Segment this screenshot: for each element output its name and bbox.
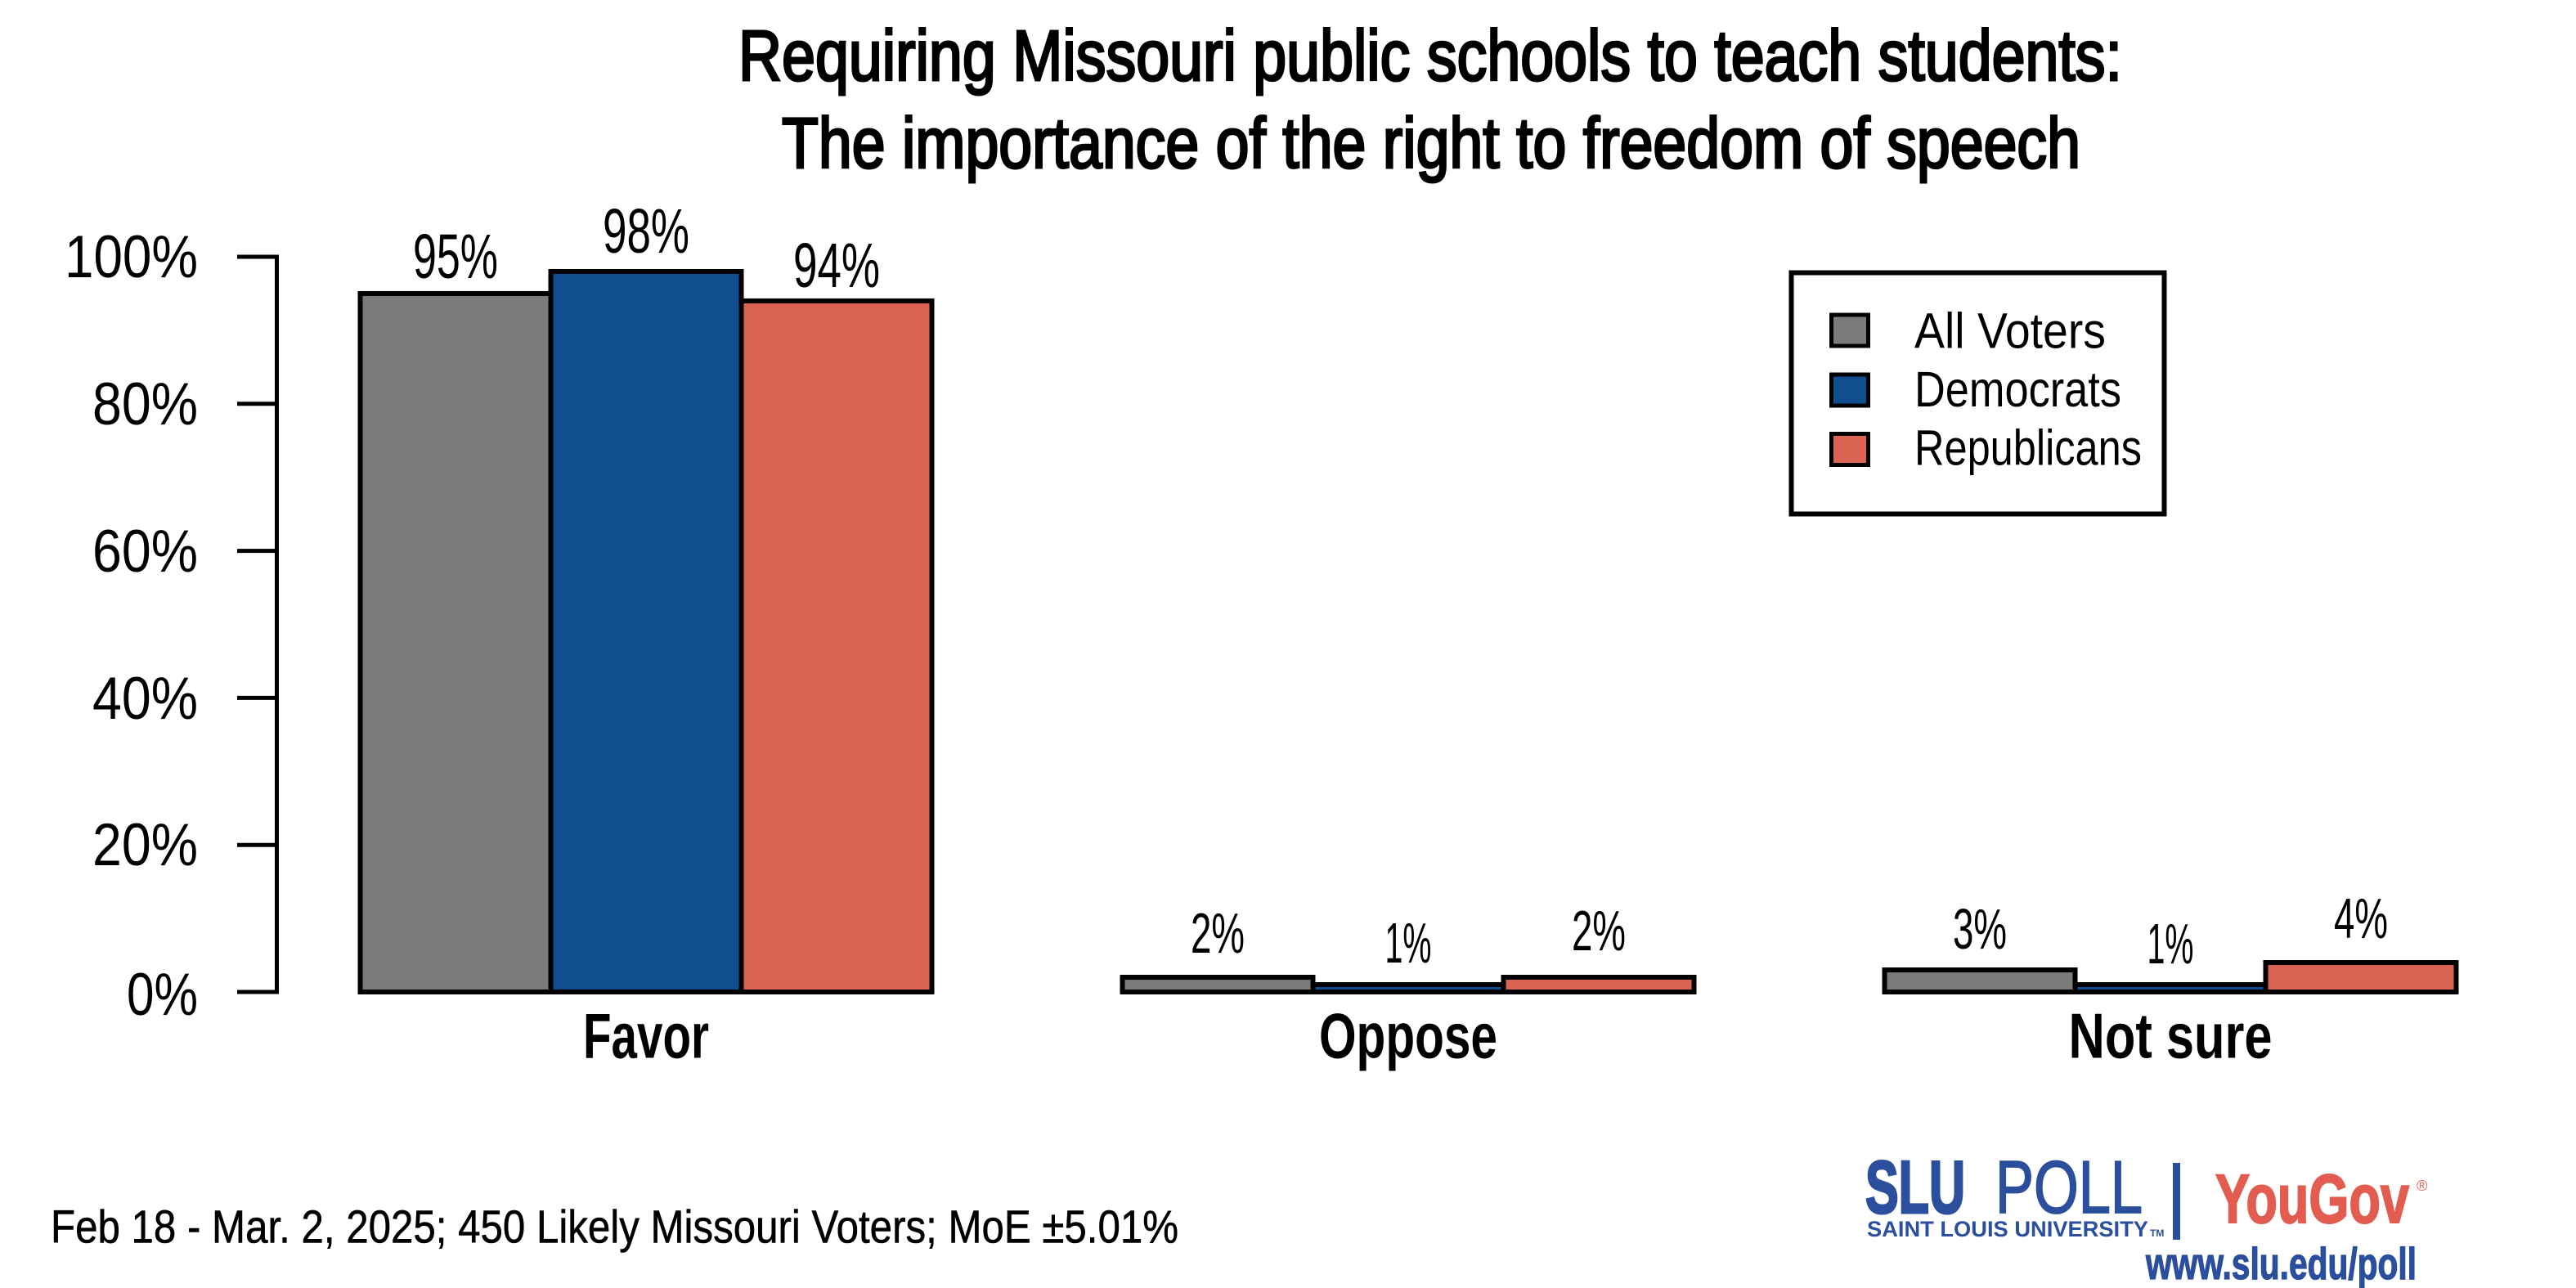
svg-text:80%: 80%: [92, 371, 198, 438]
svg-text:www.slu.edu/poll: www.slu.edu/poll: [2145, 1238, 2417, 1288]
svg-text:TM: TM: [2150, 1227, 2164, 1239]
svg-text:Feb 18 - Mar. 2, 2025; 450 Lik: Feb 18 - Mar. 2, 2025; 450 Likely Missou…: [51, 1201, 1178, 1254]
svg-text:Democrats: Democrats: [1914, 361, 2121, 417]
svg-text:Republicans: Republicans: [1914, 420, 2142, 476]
svg-text:100%: 100%: [65, 224, 198, 290]
svg-text:2%: 2%: [1191, 901, 1245, 965]
svg-text:3%: 3%: [1953, 897, 2007, 961]
svg-text:1%: 1%: [1385, 911, 1432, 975]
svg-text:®: ®: [2417, 1178, 2427, 1194]
svg-text:SLU: SLU: [1865, 1147, 1965, 1229]
svg-text:98%: 98%: [603, 196, 689, 267]
svg-text:Oppose: Oppose: [1319, 1000, 1497, 1072]
svg-text:0%: 0%: [127, 962, 198, 1028]
svg-text:Favor: Favor: [583, 1000, 709, 1072]
svg-text:SAINT LOUIS UNIVERSITY: SAINT LOUIS UNIVERSITY: [1867, 1217, 2148, 1241]
svg-text:All Voters: All Voters: [1914, 303, 2106, 359]
svg-text:60%: 60%: [92, 518, 198, 585]
svg-text:YouGov: YouGov: [2215, 1160, 2409, 1237]
svg-text:20%: 20%: [92, 812, 198, 878]
svg-text:POLL: POLL: [1995, 1147, 2143, 1229]
svg-text:Requiring Missouri public scho: Requiring Missouri public schools to tea…: [738, 16, 2122, 96]
svg-text:1%: 1%: [2147, 912, 2194, 976]
svg-text:4%: 4%: [2334, 886, 2388, 950]
svg-text:2%: 2%: [1572, 899, 1626, 963]
svg-text:40%: 40%: [92, 666, 198, 732]
svg-text:94%: 94%: [793, 231, 880, 301]
svg-text:95%: 95%: [413, 222, 498, 292]
svg-text:Not sure: Not sure: [2069, 1000, 2273, 1072]
svg-text:The importance of the right to: The importance of the right to freedom o…: [782, 104, 2080, 183]
